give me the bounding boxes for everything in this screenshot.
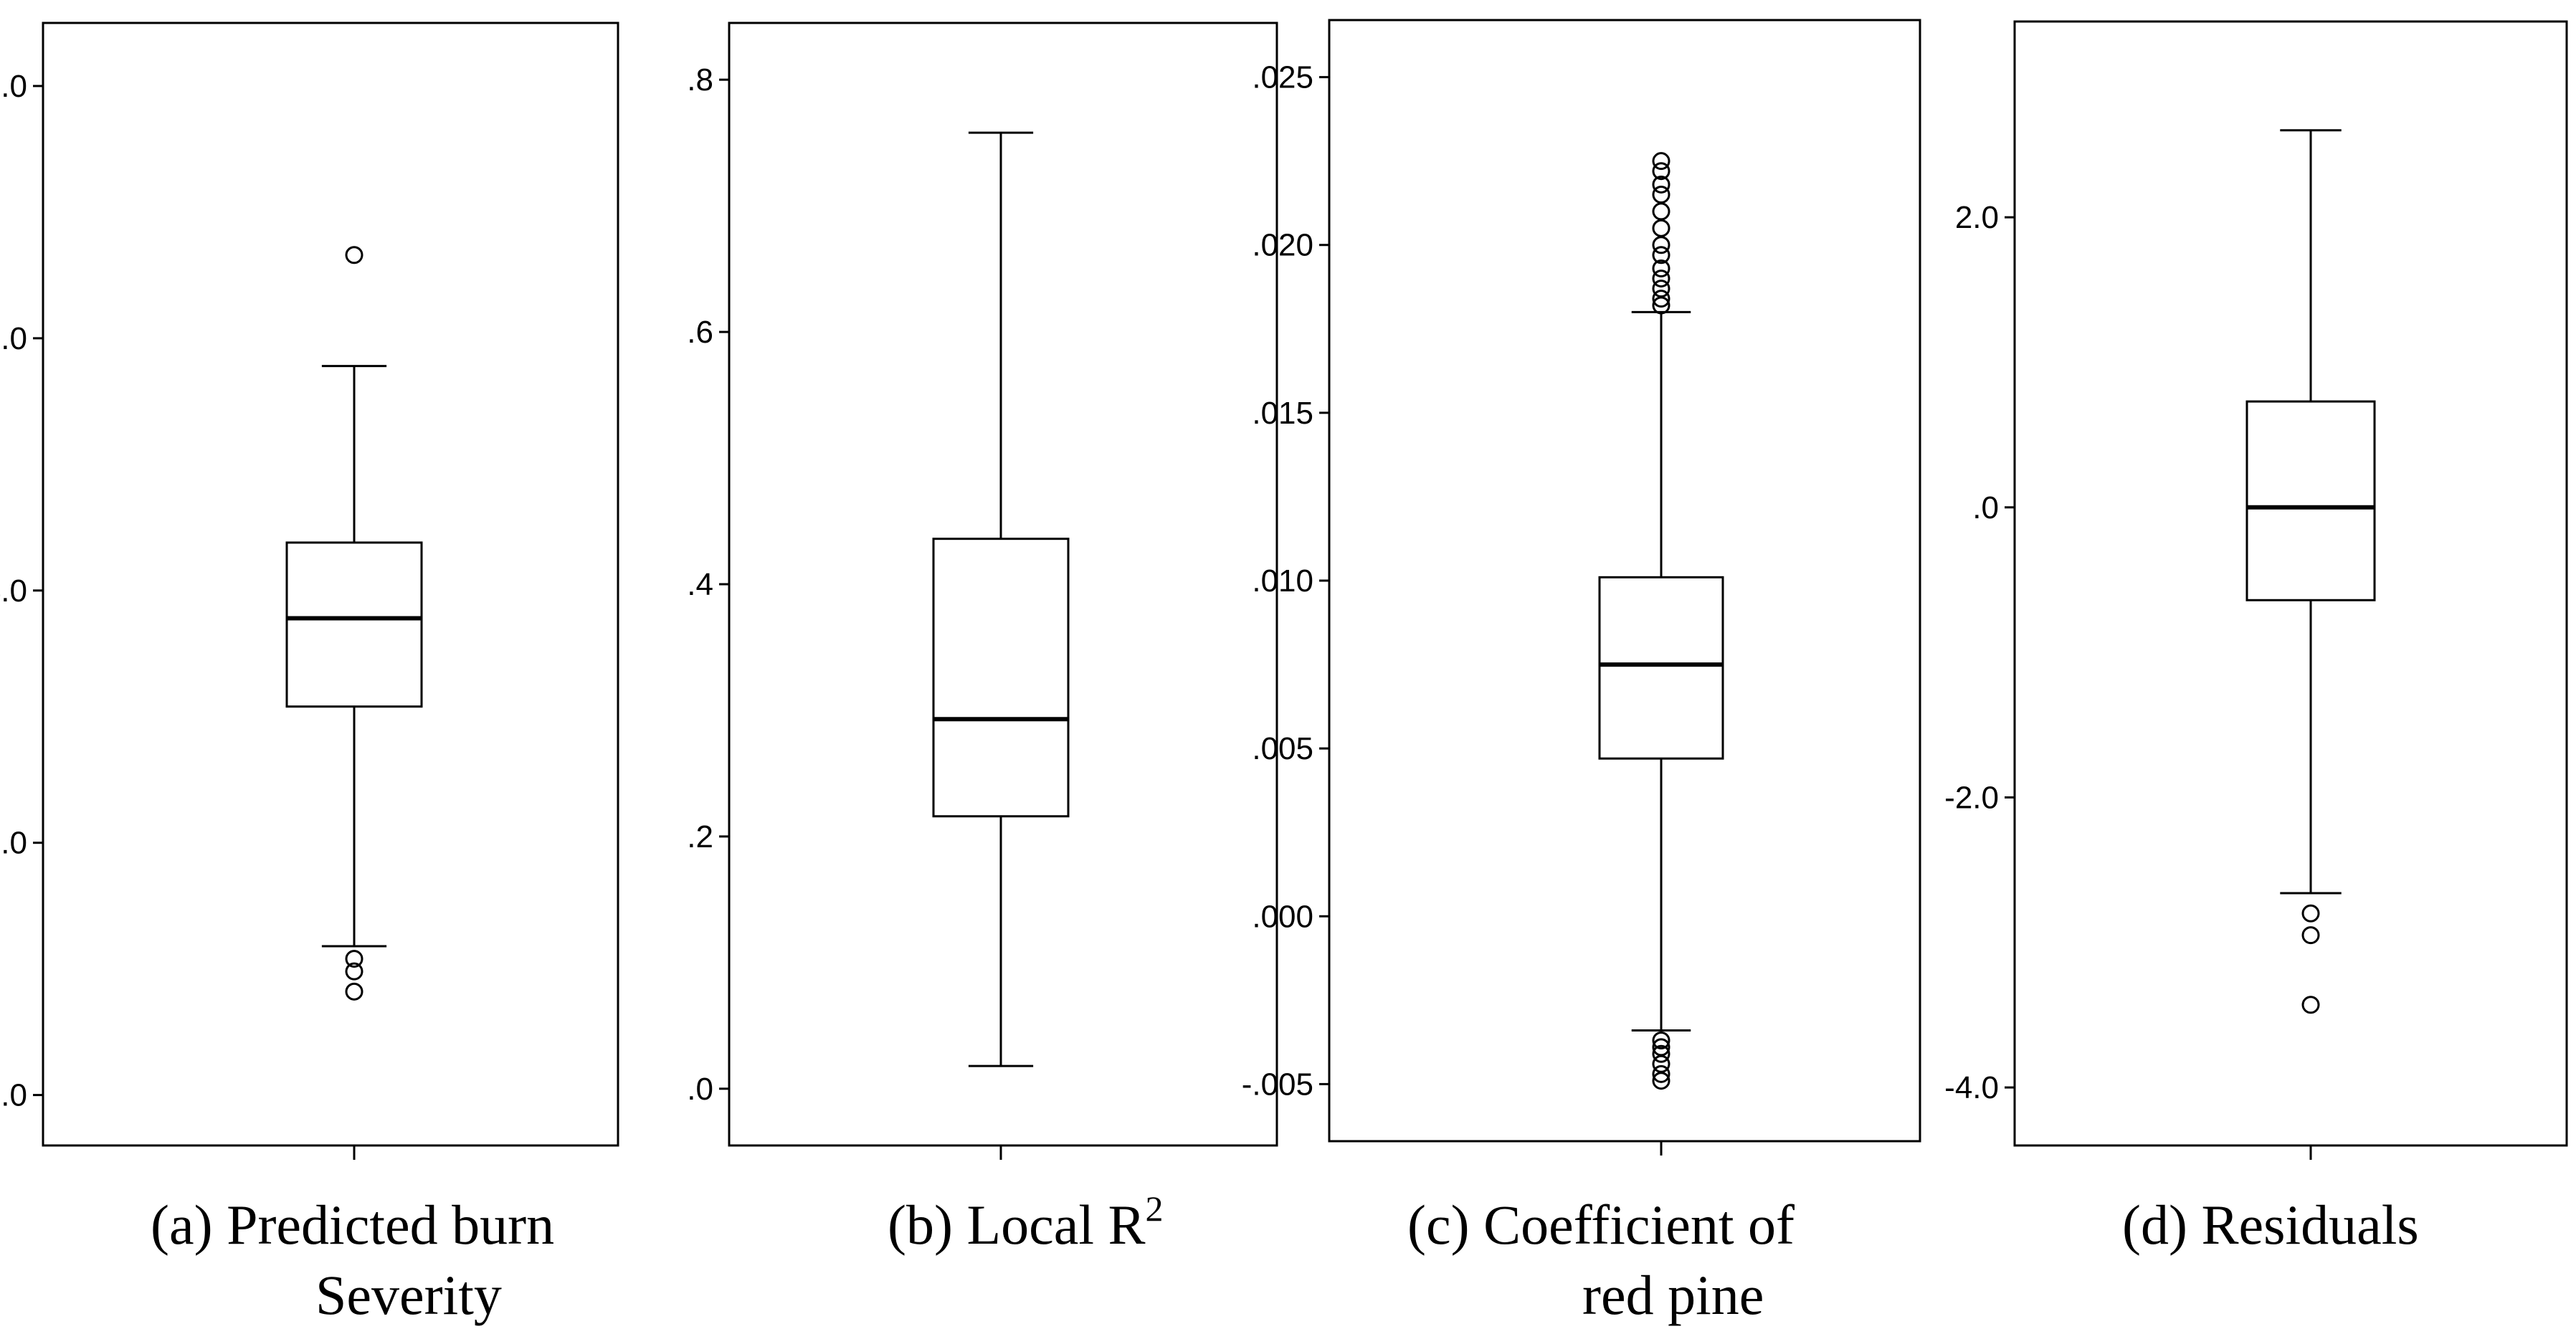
outlier-point xyxy=(1652,185,1670,204)
y-tick-label: .020 xyxy=(1252,228,1313,263)
outlier-point xyxy=(1652,270,1670,288)
panel-caption-line-1: (c) Coefficient of xyxy=(1407,1194,1795,1256)
outlier-point xyxy=(345,950,363,968)
plot-frame xyxy=(728,22,1278,1147)
panel-c: -.005 .000 .005 .010 .015 .020 .025 (c) Coeffic… xyxy=(1242,19,1921,1326)
y-tick-label: .6 xyxy=(687,315,713,350)
interquartile-box xyxy=(285,541,423,708)
panel-d: -4.0 -2.0 .0 2.0 (d) Residuals xyxy=(1944,20,2568,1256)
panel-caption-line-1: (a) Predicted burn xyxy=(151,1194,554,1256)
interquartile-box xyxy=(2245,400,2376,601)
y-tick-label: .2 xyxy=(687,819,713,854)
panel-caption-line-2: red pine xyxy=(1582,1264,1764,1326)
outlier-point xyxy=(2301,926,2320,945)
outlier-point xyxy=(1652,1064,1670,1083)
outlier-point xyxy=(1652,1044,1670,1063)
outlier-point xyxy=(1652,152,1670,171)
outlier-point xyxy=(1652,202,1670,221)
y-tick-label: .000 xyxy=(1252,899,1313,934)
outlier-point xyxy=(1652,246,1670,265)
y-tick-label: 2.0 xyxy=(1955,200,1999,235)
y-tick-label: .010 xyxy=(1252,563,1313,599)
outlier-point xyxy=(1652,1032,1670,1050)
panel-caption-line-2: Severity xyxy=(315,1264,502,1326)
outlier-point xyxy=(1652,236,1670,254)
y-tick-label: .8 xyxy=(687,62,713,97)
outlier-point xyxy=(1652,219,1670,237)
panel-a: 2.0 3.0 4.0 5.0 6.0 (a) Predicted burn Severit… xyxy=(0,22,619,1326)
panel-caption-line-1: (d) Residuals xyxy=(2122,1194,2419,1256)
y-tick-label: .005 xyxy=(1252,731,1313,766)
caption-superscript: 2 xyxy=(1146,1188,1164,1229)
outlier-point xyxy=(2301,996,2320,1014)
y-tick-label: 2.0 xyxy=(0,1078,27,1113)
plot-frame xyxy=(42,22,619,1147)
outlier-point xyxy=(1652,296,1670,315)
panel-caption-line-1: (b) Local R2 xyxy=(888,1188,1164,1256)
y-tick-label: .0 xyxy=(687,1072,713,1107)
outlier-point xyxy=(1652,1072,1670,1090)
y-tick-label: -.005 xyxy=(1242,1067,1313,1102)
outlier-point xyxy=(1652,175,1670,194)
y-tick-label: .0 xyxy=(1972,490,1999,525)
interquartile-box xyxy=(932,538,1070,818)
y-tick-label: 5.0 xyxy=(0,321,27,356)
outlier-point xyxy=(1652,259,1670,278)
y-tick-label: 4.0 xyxy=(0,573,27,609)
y-tick-label: .4 xyxy=(687,567,713,602)
y-tick-label: 3.0 xyxy=(0,826,27,861)
outlier-point xyxy=(1652,290,1670,308)
outlier-point xyxy=(345,962,363,981)
interquartile-box xyxy=(1598,576,1724,760)
outlier-point xyxy=(2301,904,2320,923)
y-tick-label: -2.0 xyxy=(1944,780,1999,815)
y-tick-label: -4.0 xyxy=(1944,1070,1999,1105)
y-tick-label: .025 xyxy=(1252,60,1313,95)
outlier-point xyxy=(345,246,363,265)
y-tick-label: 6.0 xyxy=(0,69,27,104)
outlier-point xyxy=(1652,162,1670,181)
plot-frame xyxy=(2013,20,2568,1147)
plot-frame xyxy=(1328,19,1921,1143)
panel-b: .0 .2 .4 .6 .8 (b) Local R2 xyxy=(687,22,1278,1256)
outlier-point xyxy=(345,982,363,1001)
y-tick-label: .015 xyxy=(1252,396,1313,431)
